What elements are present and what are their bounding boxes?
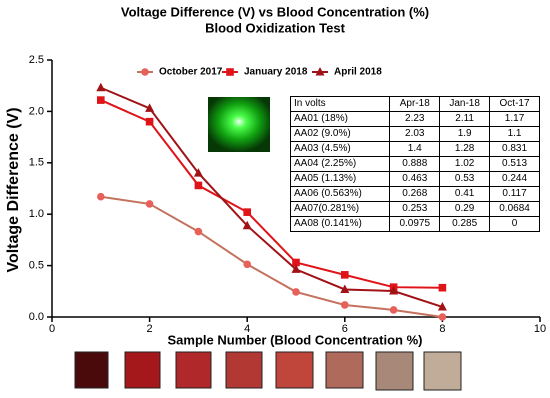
chart-title: Voltage Difference (V) vs Blood Concentr… — [121, 4, 429, 19]
table-row: AA06 (0.563%) 0.268 0.41 0.117 — [289, 186, 540, 202]
table-cell: 1.1 — [489, 126, 540, 142]
table-row: AA03 (4.5%) 1.4 1.28 0.831 — [289, 141, 540, 157]
data-table: In volts Apr-18 Jan-18 Oct-17 AA01 (18%) 2.23… — [289, 96, 540, 232]
table-row: AA04 (2.25%) 0.888 1.02 0.513 — [289, 156, 540, 172]
x-tick-label: 8 — [439, 323, 445, 335]
data-point — [438, 313, 447, 321]
legend-marker — [141, 68, 149, 76]
table-header-cell: Jan-18 — [439, 96, 491, 112]
table-header-cell: Oct-17 — [489, 96, 540, 112]
table-cell: 0.244 — [489, 171, 540, 187]
legend-marker — [315, 67, 325, 76]
data-point — [97, 192, 105, 201]
table-cell: 1.02 — [439, 156, 491, 172]
legend-label: October 2017 — [159, 67, 223, 78]
data-point — [242, 220, 252, 230]
table-cell: 0.831 — [489, 141, 540, 157]
table-cell: 2.03 — [389, 126, 441, 142]
data-point — [291, 264, 301, 273]
chart-subtitle: Blood Oxidization Test — [205, 20, 346, 35]
table-cell: 0.53 — [439, 171, 491, 187]
data-point — [145, 103, 155, 112]
legend-label: April 2018 — [334, 67, 382, 78]
table-cell: 0 — [489, 216, 540, 232]
table-cell: 0.253 — [389, 201, 441, 217]
y-tick-label: 0.5 — [29, 260, 44, 272]
data-point — [97, 96, 105, 104]
x-tick-label: 10 — [534, 323, 546, 335]
data-point — [340, 284, 350, 293]
row-label: AA07(0.281%) — [289, 201, 391, 217]
row-label: AA04 (2.25%) — [289, 156, 391, 172]
row-label: AA05 (1.13%) — [289, 171, 391, 187]
legend-label: January 2018 — [244, 67, 308, 78]
x-tick-label: 6 — [342, 323, 348, 335]
row-label: AA01 (18%) — [289, 111, 391, 127]
y-tick-label: 1.0 — [29, 208, 44, 220]
data-point — [193, 168, 203, 177]
table-cell: 0.888 — [389, 156, 441, 172]
y-tick-label: 2.5 — [29, 54, 44, 66]
data-point — [292, 258, 300, 267]
table-header-row: In volts Apr-18 Jan-18 Oct-17 — [289, 96, 540, 112]
data-point — [194, 181, 203, 190]
row-label: AA08 (0.141%) — [289, 216, 391, 232]
data-point — [145, 117, 154, 126]
y-tick-label: 1.5 — [29, 157, 44, 169]
data-point — [96, 82, 106, 92]
table-cell: 0.268 — [389, 186, 441, 202]
table-row: AA08 (0.141%) 0.0975 0.285 0 — [289, 216, 540, 232]
table-header-cell: Apr-18 — [389, 96, 441, 112]
table-cell: 0.117 — [489, 186, 540, 202]
table-cell: 0.0684 — [489, 201, 540, 217]
table-cell: 1.4 — [389, 141, 441, 157]
table-cell: 2.23 — [389, 111, 441, 127]
data-point — [389, 306, 398, 314]
table-row: AA02 (9.0%) 2.03 1.9 1.1 — [289, 126, 540, 142]
row-label: AA03 (4.5%) — [289, 141, 391, 157]
y-tick-label: 0.0 — [29, 311, 44, 323]
y-tick-label: 2.0 — [29, 105, 44, 117]
row-label: AA02 (9.0%) — [289, 126, 391, 142]
table-cell: 1.28 — [439, 141, 491, 157]
table-row: AA01 (18%) 2.23 2.11 1.17 — [289, 111, 540, 127]
x-tick-label: 0 — [49, 323, 55, 335]
table-cell: 1.9 — [439, 126, 491, 142]
series-line — [100, 86, 443, 308]
data-point — [437, 301, 447, 311]
table-row: AA07(0.281%) 0.253 0.29 0.0684 — [289, 201, 540, 217]
data-point — [341, 301, 349, 309]
data-point — [438, 283, 447, 292]
sensor-photo — [208, 97, 270, 152]
data-point — [341, 271, 349, 279]
x-axis-label: Sample Number (Blood Concentration %) — [168, 332, 423, 347]
legend-marker — [226, 68, 234, 76]
table-cell: 0.41 — [439, 186, 491, 202]
data-point — [389, 285, 399, 295]
table-cell: 2.11 — [439, 111, 491, 127]
series-line — [100, 195, 443, 318]
x-tick-label: 2 — [147, 323, 153, 335]
table-header-cell: In volts — [289, 96, 391, 112]
blood-swatches — [74, 351, 462, 391]
data-point — [243, 208, 251, 216]
table-cell: 0.513 — [489, 156, 540, 172]
row-label: AA06 (0.563%) — [289, 186, 391, 202]
data-point — [194, 227, 203, 236]
table-cell: 1.17 — [489, 111, 540, 127]
series-line — [100, 99, 443, 289]
x-tick-label: 4 — [244, 323, 250, 335]
data-point — [145, 200, 154, 208]
table-cell: 0.29 — [439, 201, 491, 217]
y-axis-label: Voltage Difference (V) — [5, 107, 22, 272]
table-row: AA05 (1.13%) 0.463 0.53 0.244 — [289, 171, 540, 187]
table-cell: 0.285 — [439, 216, 491, 232]
table-cell: 0.463 — [389, 171, 441, 187]
data-point — [243, 260, 251, 269]
table-cell: 0.0975 — [389, 216, 441, 232]
data-point — [292, 288, 300, 296]
